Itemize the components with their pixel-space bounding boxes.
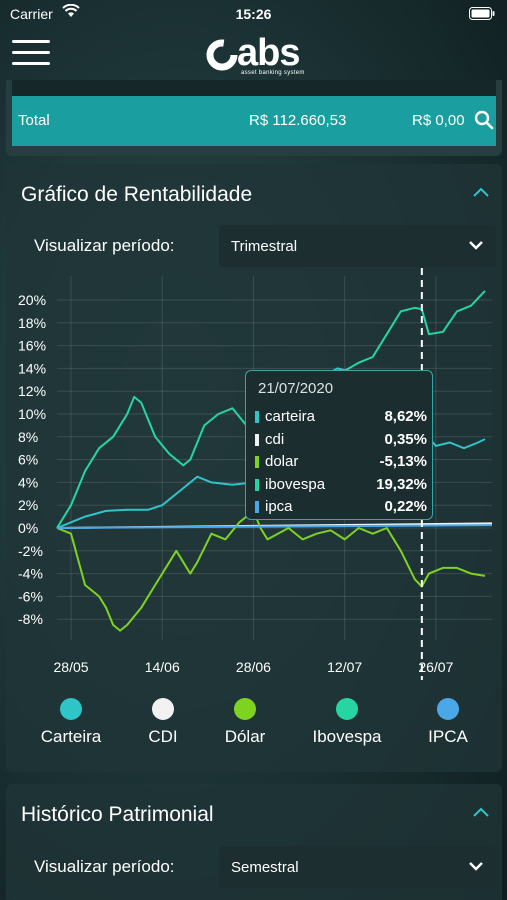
tooltip-series-value: 8,62% xyxy=(384,408,427,425)
menu-icon-bar xyxy=(12,62,50,65)
tooltip-row-ipca: ipca 0,22% xyxy=(255,497,427,517)
legend-dot xyxy=(437,698,459,720)
logo-text: abs xyxy=(237,32,300,74)
chevron-down-icon xyxy=(469,241,483,250)
legend-dot xyxy=(234,698,256,720)
summary-strip xyxy=(12,80,496,96)
status-bar: Carrier 15:26 xyxy=(0,0,507,28)
clock: 15:26 xyxy=(235,6,272,22)
legend-item-ipca[interactable]: IPCA xyxy=(398,692,498,747)
rentabilidade-period-value: Trimestral xyxy=(231,238,298,255)
tooltip-series-name: cdi xyxy=(265,431,285,448)
tooltip-swatch xyxy=(255,479,259,491)
tooltip-series-name: ipca xyxy=(265,498,293,515)
x-tick-label: 12/07 xyxy=(327,659,362,675)
tooltip-row-carteira: carteira 8,62% xyxy=(255,407,427,427)
rentabilidade-period-label: Visualizar período: xyxy=(34,236,175,255)
y-tick-label: 4% xyxy=(18,474,38,490)
legend-label: CDI xyxy=(148,727,178,746)
legend-label: Carteira xyxy=(40,727,102,746)
total-value-secondary: R$ 0,00 xyxy=(412,112,465,129)
legend-item-cdi[interactable]: CDI xyxy=(113,692,213,747)
tooltip-series-name: carteira xyxy=(265,408,316,425)
y-tick-label: 16% xyxy=(18,338,46,354)
chevron-up-icon[interactable] xyxy=(472,186,490,198)
tooltip-swatch xyxy=(255,434,259,446)
y-tick-label: 2% xyxy=(18,497,38,513)
y-tick-label: 14% xyxy=(18,360,46,376)
x-tick-label: 28/05 xyxy=(54,659,89,675)
chart-legend: Carteira CDI Dólar Ibovespa IPCA xyxy=(6,692,502,752)
total-value: R$ 112.660,53 xyxy=(249,112,347,129)
total-row: Total R$ 112.660,53 R$ 0,00 xyxy=(12,96,496,146)
legend-dot xyxy=(152,698,174,720)
tooltip-swatch xyxy=(255,411,259,423)
tooltip-date: 21/07/2020 xyxy=(258,380,334,397)
tooltip-series-name: dolar xyxy=(265,453,299,470)
tooltip-series-value: 19,32% xyxy=(376,476,427,493)
chevron-down-icon xyxy=(469,862,483,871)
battery-icon xyxy=(469,7,495,20)
summary-card: Total R$ 112.660,53 R$ 0,00 xyxy=(6,80,502,156)
tooltip-row-dolar: dolar -5,13% xyxy=(255,452,427,472)
y-tick-label: 18% xyxy=(18,315,46,331)
y-tick-label: -6% xyxy=(18,588,43,604)
y-tick-label: -2% xyxy=(18,543,43,559)
series-line-ipca xyxy=(56,524,493,529)
y-tick-label: 12% xyxy=(18,383,46,399)
tooltip-series-value: 0,22% xyxy=(384,498,427,515)
tooltip-swatch xyxy=(255,456,259,468)
rentabilidade-period-select[interactable]: Trimestral xyxy=(219,225,496,267)
carrier-label: Carrier xyxy=(10,6,53,22)
tooltip-series-name: ibovespa xyxy=(265,476,326,493)
series-line-dlar xyxy=(56,509,486,632)
rentabilidade-title: Gráfico de Rentabilidade xyxy=(21,183,253,206)
menu-button[interactable] xyxy=(12,40,50,68)
legend-item-dolar[interactable]: Dólar xyxy=(195,692,295,747)
y-tick-label: 0% xyxy=(18,520,38,536)
tooltip-row-ibovespa: ibovespa 19,32% xyxy=(255,475,427,495)
y-tick-label: 20% xyxy=(18,292,46,308)
legend-label: IPCA xyxy=(428,727,468,746)
y-tick-label: 8% xyxy=(18,429,38,445)
y-tick-label: -8% xyxy=(18,611,43,627)
tooltip-swatch xyxy=(255,501,259,513)
wifi-icon xyxy=(62,4,80,17)
historico-card: Histórico Patrimonial Visualizar período… xyxy=(6,784,502,900)
tooltip-series-value: -5,13% xyxy=(379,453,427,470)
menu-icon-bar xyxy=(12,40,50,43)
legend-dot xyxy=(336,698,358,720)
legend-label: Ibovespa xyxy=(312,727,382,746)
abs-logo: abs asset banking system xyxy=(205,32,315,78)
tooltip-series-value: 0,35% xyxy=(384,431,427,448)
search-icon[interactable] xyxy=(474,110,494,130)
historico-period-select[interactable]: Semestral xyxy=(219,846,496,888)
logo-mark-icon xyxy=(206,39,238,71)
menu-icon-bar xyxy=(12,51,50,54)
legend-label: Dólar xyxy=(224,727,266,746)
total-label: Total xyxy=(18,112,50,129)
app-header: abs asset banking system xyxy=(0,28,507,80)
historico-title: Histórico Patrimonial xyxy=(21,803,214,826)
x-tick-label: 14/06 xyxy=(145,659,180,675)
rentabilidade-chart[interactable]: 20% 18% 16% 14% 12% 10% 8% 6% 4% 2% 0% -2% -4% -6% -8%… xyxy=(0,0,507,690)
y-tick-label: 6% xyxy=(18,452,38,468)
x-tick-label: 28/06 xyxy=(236,659,271,675)
historico-period-value: Semestral xyxy=(231,859,299,876)
chart-tooltip: 21/07/2020 carteira 8,62% cdi 0,35% dola… xyxy=(245,370,433,520)
y-tick-label: 10% xyxy=(18,406,46,422)
legend-dot xyxy=(60,698,82,720)
x-tick-label: 26/07 xyxy=(418,659,453,675)
logo-subtitle: asset banking system xyxy=(241,70,305,76)
historico-period-label: Visualizar período: xyxy=(34,857,175,876)
tooltip-row-cdi: cdi 0,35% xyxy=(255,430,427,450)
legend-item-carteira[interactable]: Carteira xyxy=(21,692,121,747)
legend-item-ibovespa[interactable]: Ibovespa xyxy=(297,692,397,747)
y-tick-label: -4% xyxy=(18,566,43,582)
chevron-up-icon[interactable] xyxy=(472,806,490,818)
